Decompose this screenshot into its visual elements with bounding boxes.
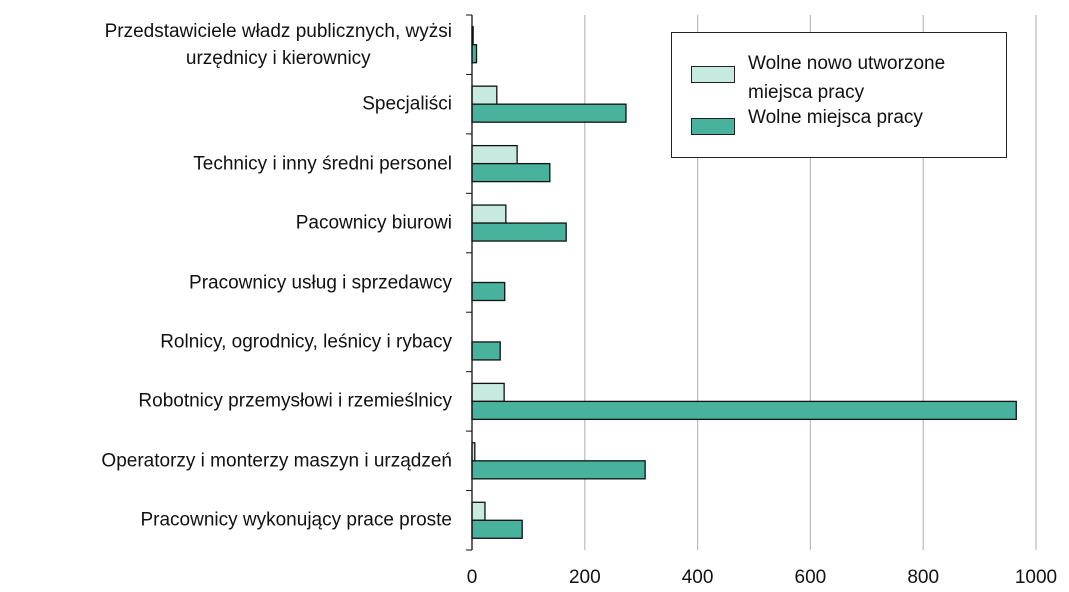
bar xyxy=(471,400,1017,421)
bar xyxy=(471,501,486,521)
legend: Wolne nowo utworzone miejsca pracy Wolne … xyxy=(671,32,1007,158)
bar xyxy=(471,162,551,183)
y-tick-label: Pacownicy biurowi xyxy=(295,212,452,234)
bar xyxy=(471,103,627,123)
bar xyxy=(471,44,478,64)
y-tick-label: Specjaliści xyxy=(362,93,452,115)
bar xyxy=(471,382,505,403)
legend-label: Wolne miejsca pracy xyxy=(748,107,923,128)
x-tick-label: 0 xyxy=(467,567,478,588)
bar xyxy=(471,519,523,539)
x-tick-label: 200 xyxy=(569,567,601,588)
legend-swatch xyxy=(691,118,735,135)
bar xyxy=(471,85,498,105)
y-tick-label: Robotnicy przemysłowi i rzemieślnicy xyxy=(138,390,452,412)
bar xyxy=(471,144,518,165)
y-tick-label: Przedstawiciele władz publicznych, wyżsi… xyxy=(104,20,452,69)
x-tick-label: 800 xyxy=(907,567,939,588)
bar xyxy=(471,222,567,242)
y-tick-label: Technicy i inny średni personel xyxy=(193,153,452,175)
y-tick-label: Rolnicy, ogrodnicy, leśnicy i rybacy xyxy=(160,331,452,353)
bar xyxy=(471,281,506,302)
y-tick-label: Operatorzy i monterzy maszyn i urządzeń xyxy=(101,450,452,472)
bar xyxy=(471,204,507,224)
legend-label: Wolne nowo utworzone miejsca pracy xyxy=(748,53,946,103)
x-tick-label: 1000 xyxy=(1015,567,1057,588)
y-tick-label: Pracownicy usług i sprzedawcy xyxy=(189,272,452,293)
bar xyxy=(471,341,501,361)
y-tick-label: Pracownicy wykonujący prace proste xyxy=(140,509,452,531)
x-tick-label: 600 xyxy=(795,567,827,588)
legend-swatch xyxy=(691,66,735,83)
bar xyxy=(471,460,646,480)
x-tick-label: 400 xyxy=(682,567,714,588)
